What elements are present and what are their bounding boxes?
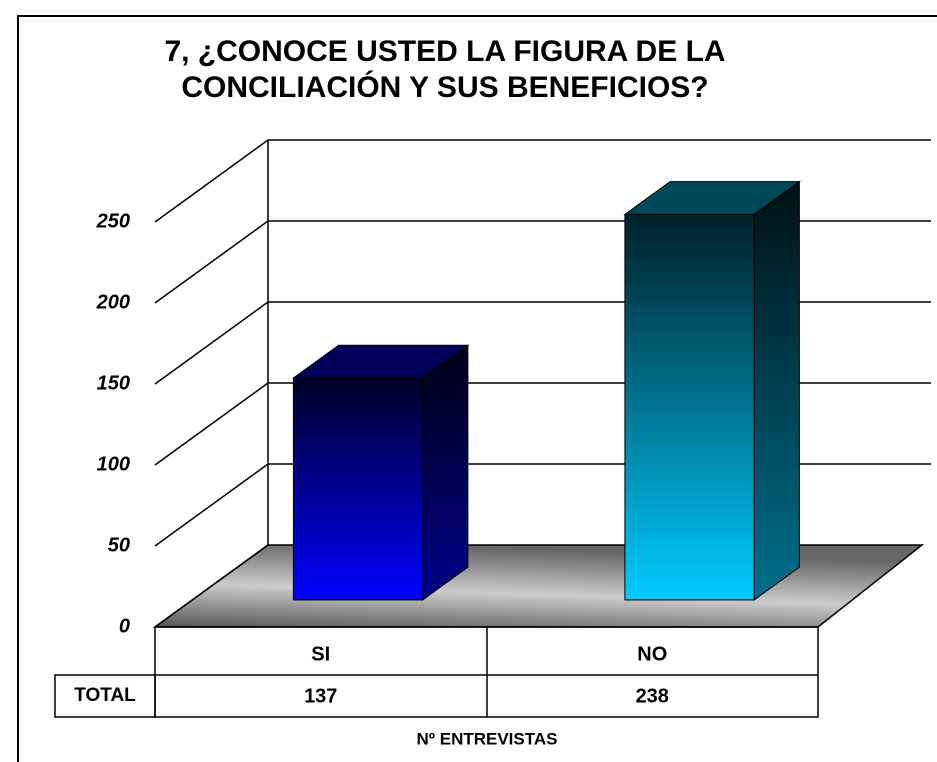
grid-line (154, 463, 269, 547)
frame (17, 15, 937, 762)
grid-line (154, 301, 269, 385)
bar-side (753, 180, 800, 601)
grid (154, 220, 931, 304)
grid-line (154, 382, 269, 466)
bar (623, 180, 801, 601)
grid (154, 382, 931, 466)
table-value: 238 (636, 685, 669, 707)
table-row-label: TOTAL (74, 685, 136, 706)
grid (154, 463, 931, 547)
y-tick-label: 100 (97, 453, 130, 475)
y-tick-label: 150 (97, 372, 130, 394)
bar-front (624, 213, 755, 601)
table-value: 137 (304, 685, 337, 707)
grid (154, 544, 269, 628)
x-tick-label: SI (311, 643, 330, 665)
floor (152, 544, 925, 628)
y-tick-label: 200 (96, 291, 130, 313)
grid (154, 139, 931, 223)
bar-front (292, 377, 424, 601)
grid-line (154, 544, 269, 628)
x-axis-label: Nº ENTREVISTAS (417, 729, 558, 748)
table-row-header (54, 674, 156, 718)
grid (154, 301, 931, 385)
y-tick-label: 50 (108, 534, 130, 556)
bar (291, 344, 470, 601)
y-tick-label: 250 (96, 210, 130, 232)
chart-title: 7, ¿CONOCE USTED LA FIGURA DE LA CONCILI… (164, 35, 726, 104)
y-tick-label: 0 (119, 615, 130, 637)
bar-side (422, 344, 469, 601)
grid-line (154, 220, 269, 304)
grid-line (154, 139, 269, 223)
x-tick-label: NO (637, 643, 667, 665)
